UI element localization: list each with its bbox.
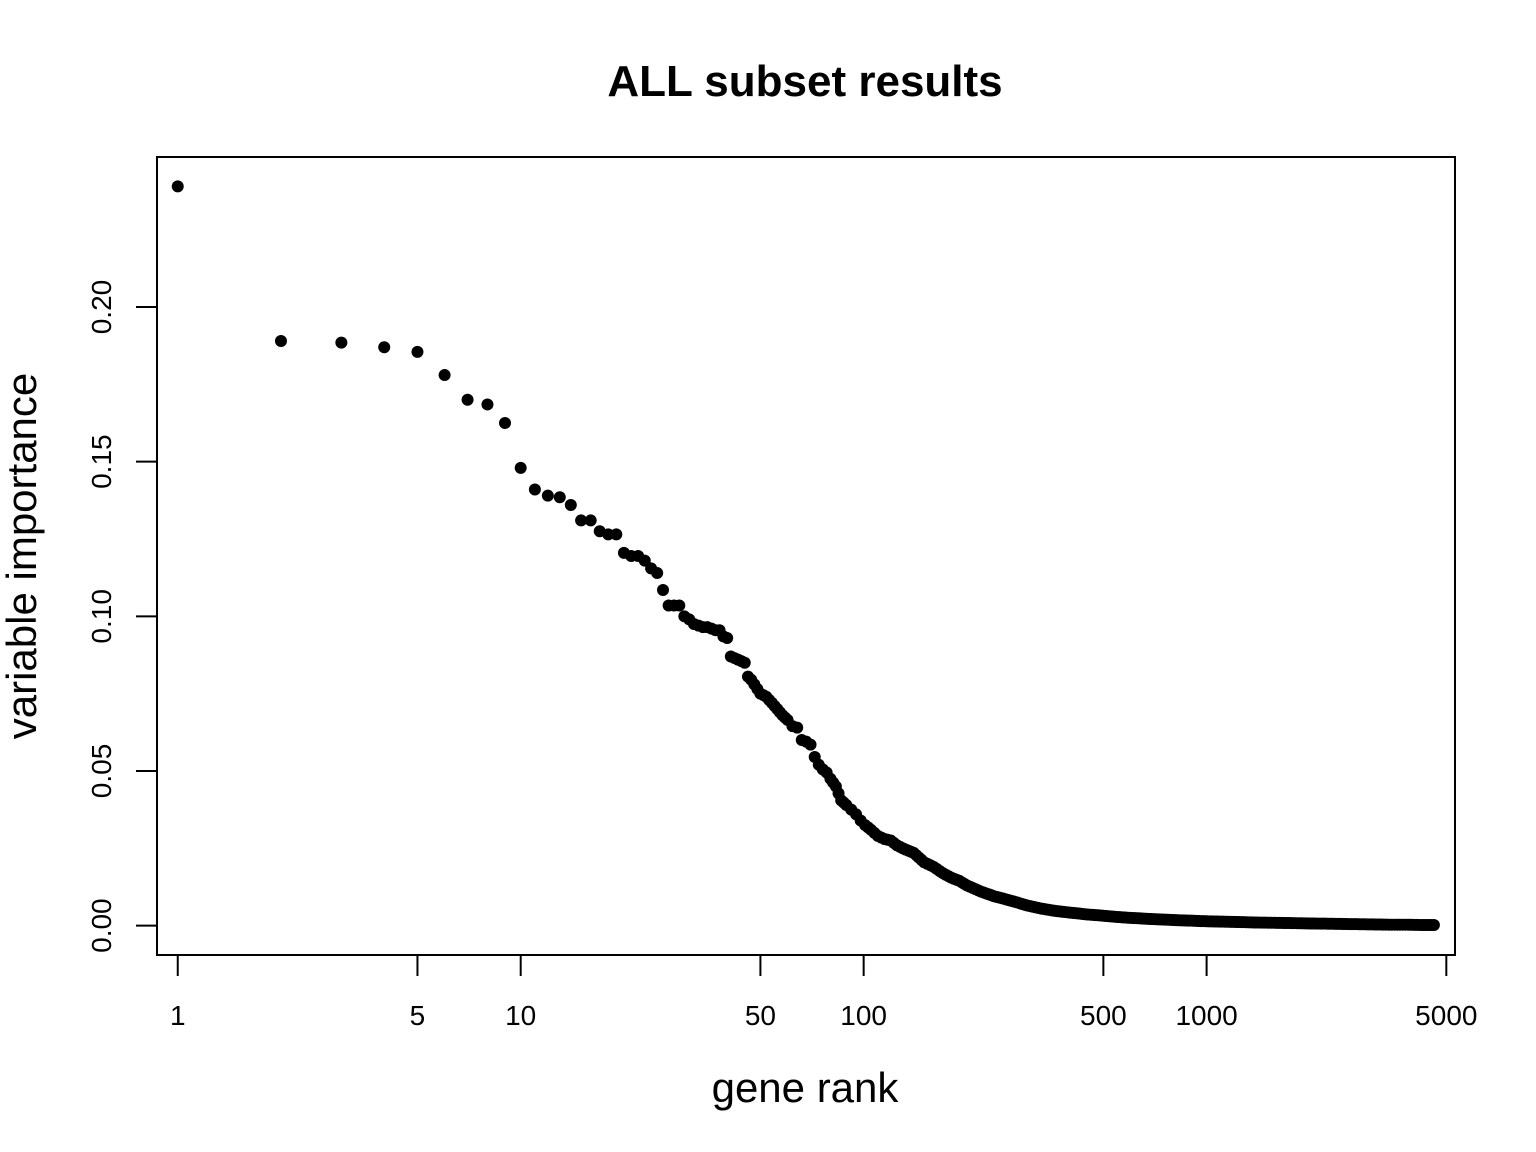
y-tick-label: 0.00 <box>86 898 117 953</box>
x-tick-label: 5000 <box>1415 1000 1477 1031</box>
data-point <box>438 369 451 382</box>
data-point <box>1425 918 1438 931</box>
data-point <box>832 787 845 800</box>
data-point <box>171 180 184 193</box>
data-point <box>651 567 664 580</box>
data-point <box>610 528 623 541</box>
data-point <box>461 393 474 406</box>
data-point <box>779 711 792 724</box>
data-point <box>721 631 734 644</box>
data-point <box>673 599 686 612</box>
data-point <box>514 461 527 474</box>
data-point <box>827 776 840 789</box>
x-tick-label: 500 <box>1080 1000 1127 1031</box>
data-points <box>171 180 1440 931</box>
x-tick-label: 10 <box>505 1000 536 1031</box>
y-tick-label: 0.15 <box>86 434 117 489</box>
data-point <box>738 656 751 669</box>
x-axis: 1 5 10 50 100 500 1000 5000 <box>170 955 1477 1031</box>
data-point <box>274 335 287 348</box>
plot-frame <box>156 156 1456 956</box>
y-tick-label: 0.05 <box>86 744 117 799</box>
y-axis-label: variable importance <box>0 373 45 740</box>
y-tick-label: 0.20 <box>86 280 117 335</box>
data-point <box>584 514 597 527</box>
data-point <box>499 417 512 429</box>
y-axis: 0.00 0.05 0.10 0.15 0.20 <box>86 280 157 953</box>
data-point <box>575 514 588 527</box>
data-point <box>411 345 424 358</box>
data-point <box>553 491 566 504</box>
data-point <box>481 398 494 411</box>
x-tick-label: 1000 <box>1175 1000 1237 1031</box>
data-point <box>528 483 541 496</box>
data-point <box>804 738 817 751</box>
y-tick-label: 0.10 <box>86 589 117 644</box>
data-point <box>657 584 670 597</box>
x-tick-label: 1 <box>170 1000 186 1031</box>
data-point <box>837 796 850 809</box>
x-tick-label: 100 <box>840 1000 887 1031</box>
data-point <box>791 721 804 734</box>
x-axis-label: gene rank <box>712 1064 900 1111</box>
data-point <box>564 498 577 511</box>
chart-title: ALL subset results <box>607 57 1002 106</box>
data-point <box>335 336 348 349</box>
data-point <box>541 489 554 502</box>
x-tick-label: 50 <box>745 1000 776 1031</box>
data-point <box>378 341 391 354</box>
x-tick-label: 5 <box>410 1000 426 1031</box>
